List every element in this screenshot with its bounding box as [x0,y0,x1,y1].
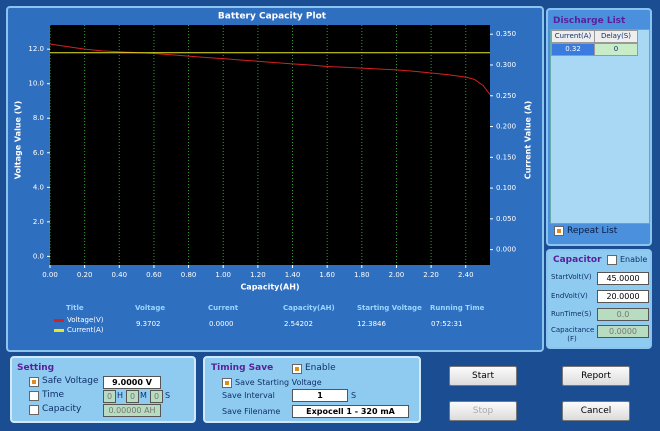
text-field: 0.0 [597,308,649,321]
text-field[interactable]: 20.0000 [597,290,649,303]
x-tick-label: 1.60 [319,271,335,279]
y2-tick-label: 0.100 [496,184,516,192]
y2-tick-label: 0.300 [496,61,516,69]
y-tick-label: 0.0 [33,252,44,260]
x-tick-label: 0.40 [111,271,127,279]
unit-label: M [140,391,147,400]
x-tick-label: 0.00 [42,271,58,279]
y-tick-label: 4.0 [33,183,44,191]
unit-label: S [165,391,171,400]
cancel-button[interactable]: Cancel [562,401,630,421]
x-tick-label: 1.20 [250,271,266,279]
checkbox[interactable] [607,255,617,265]
panel-title: Setting [17,363,55,373]
panel-title: Timing Save [211,363,274,373]
legend-swatch [54,329,64,332]
y2-tick-label: 0.200 [496,123,516,131]
field-label: Save Interval [222,391,275,400]
column-header: Current(A) [551,30,595,43]
column-header: Delay(S) [594,30,638,43]
stop-button: Stop [449,401,517,421]
legend-swatch [54,319,64,322]
y-axis-label: Voltage Value (V) [14,101,23,179]
stat-value: 07:52:31 [431,320,463,328]
table-cell[interactable]: 0 [594,43,638,56]
text-field: 0 [150,390,163,403]
report-button[interactable]: Report [562,366,630,386]
discharge-table [550,29,650,224]
stat-value: 2.54202 [284,320,313,328]
stat-value: 12.3846 [357,320,386,328]
table-cell[interactable]: 0.32 [551,43,595,56]
x-tick-label: 1.00 [215,271,231,279]
legend-label: Current(A) [67,326,104,334]
text-field[interactable]: 1 [292,389,348,402]
y2-tick-label: 0.350 [496,30,516,38]
y-tick-label: 10.0 [28,80,44,88]
y2-tick-label: 0.000 [496,246,516,254]
stat-header: Running Time [430,304,485,312]
y2-tick-label: 0.250 [496,92,516,100]
checkbox[interactable] [554,226,564,236]
checkbox[interactable] [29,377,39,387]
unit-label: S [351,391,357,400]
x-tick-label: 2.00 [389,271,405,279]
chart: Battery Capacity Plot 0.00 0.20 0.40 0.60 0.8… [14,12,533,292]
stat-header: Capacity(AH) [283,304,335,312]
field-label: Capacitance (F) [551,326,595,343]
panel-title: Capacitor [553,255,602,265]
checkbox-label: Time [42,390,65,400]
x-tick-label: 0.20 [77,271,93,279]
x-tick-label: 2.20 [423,271,439,279]
unit-label: H [117,391,124,400]
checkbox[interactable] [29,405,39,415]
checkbox-label: Enable [620,255,648,264]
text-field: 0 [103,390,116,403]
x-tick-label: 0.80 [181,271,197,279]
stat-value: 0.0000 [209,320,234,328]
stat-header: Current [208,304,239,312]
checkbox[interactable] [222,378,232,388]
x-axis-label: Capacity(AH) [240,283,299,292]
x-tick-label: 1.80 [354,271,370,279]
text-field: 0 [126,390,139,403]
checkbox[interactable] [29,391,39,401]
stat-value: 9.3702 [136,320,161,328]
y2-tick-label: 0.050 [496,215,516,223]
y-tick-label: 6.0 [33,149,44,157]
stat-header: Starting Voltage [357,304,422,312]
field-label: StartVolt(V) [551,273,592,281]
checkbox-label: Safe Voltage [42,376,99,386]
y-tick-label: 12.0 [28,45,44,53]
y2-tick-label: 0.150 [496,153,516,161]
x-tick-label: 2.40 [458,271,474,279]
start-button[interactable]: Start [449,366,517,386]
y2-axis-label: Current Value (A) [524,101,533,180]
panel-title: Discharge List [553,16,626,26]
checkbox-label: Save Starting Voltage [235,378,322,387]
legend-label: Voltage(V) [67,316,104,324]
plot-area [50,25,490,265]
text-field: 0.00000 AH [103,404,161,417]
field-label: EndVolt(V) [551,292,588,300]
y-tick-label: 2.0 [33,218,44,226]
text-field[interactable]: 45.0000 [597,272,649,285]
field-label: Save Filename [222,407,281,416]
y-tick-label: 8.0 [33,114,44,122]
stat-header: Voltage [135,304,166,312]
field-label: RunTime(S) [551,310,592,318]
stat-header: Title [66,304,84,312]
x-tick-label: 0.60 [146,271,162,279]
checkbox[interactable] [292,364,302,374]
checkbox-label: Repeat List [567,226,618,236]
checkbox-label: Capacity [42,404,82,414]
chart-title: Battery Capacity Plot [218,12,327,22]
text-field[interactable]: Expocell 1 - 320 mA [292,405,409,418]
checkbox-label: Enable [305,363,336,373]
x-tick-label: 1.40 [285,271,301,279]
text-field[interactable]: 9.0000 V [103,376,161,389]
text-field: 0.0000 [597,325,649,338]
